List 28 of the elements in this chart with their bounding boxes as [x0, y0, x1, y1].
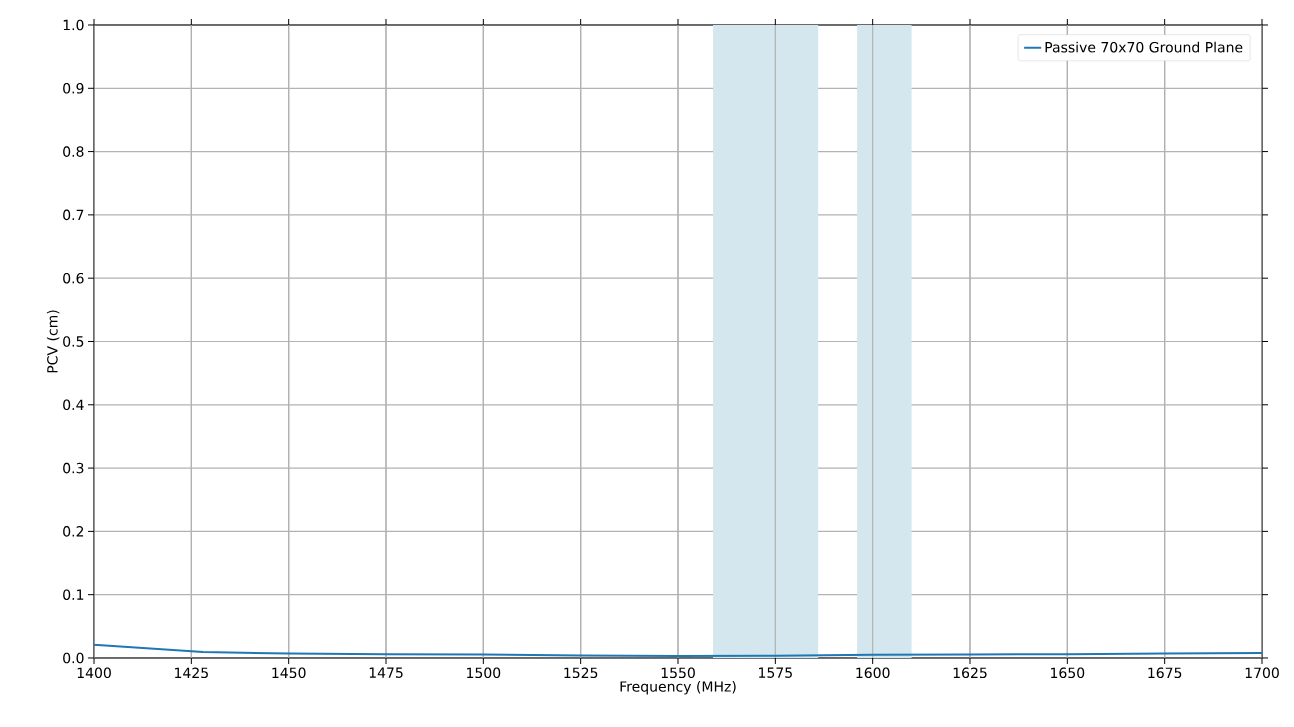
x-tick-label: 1625	[953, 667, 987, 679]
x-tick-label: 1600	[856, 667, 890, 679]
x-tick-label: 1700	[1245, 667, 1279, 679]
x-tick-label: 1475	[369, 667, 403, 678]
y-tick-label: 0.3	[63, 462, 84, 474]
x-tick-label: 1400	[77, 667, 111, 679]
legend-label: Passive 70x70 Ground Plane	[1045, 41, 1243, 53]
y-axis-title: PCV (cm)	[46, 310, 60, 373]
x-tick-label: 1525	[564, 667, 598, 679]
y-tick-label: 0.7	[63, 209, 84, 221]
x-tick-label: 1675	[1148, 667, 1182, 679]
y-tick-label: 0.8	[63, 146, 84, 157]
y-tick-label: 0.1	[63, 589, 84, 600]
y-tick-label: 0.0	[63, 652, 84, 664]
y-tick-label: 0.4	[63, 399, 84, 411]
x-tick-label: 1550	[661, 667, 695, 679]
x-tick-label: 1425	[175, 667, 208, 679]
line-series	[94, 643, 1262, 658]
x-tick-label: 1575	[759, 667, 792, 678]
y-tick-label: 0.9	[63, 82, 84, 94]
x-tick-label: 1650	[1051, 667, 1085, 679]
x-tick-label: 1500	[467, 667, 501, 679]
x-tick-label: 1450	[272, 667, 306, 679]
y-tick-label: 0.2	[63, 526, 84, 537]
y-tick-label: 0.6	[63, 272, 84, 284]
y-tick-label: 0.5	[63, 336, 84, 347]
x-axis-title: Frequency (MHz)	[620, 680, 736, 695]
y-tick-label: 1.0	[63, 19, 84, 31]
